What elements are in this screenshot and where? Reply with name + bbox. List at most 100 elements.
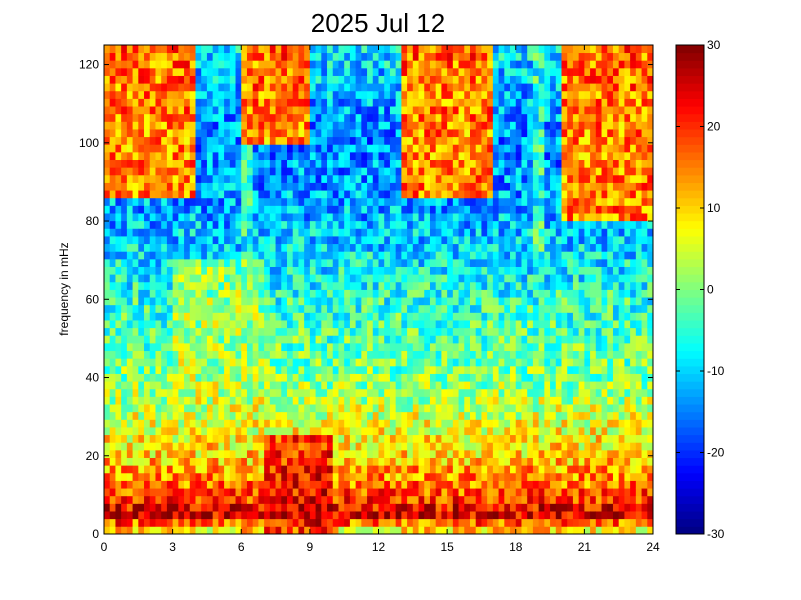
heatmap-cell <box>487 98 494 107</box>
heatmap-cell <box>264 427 271 436</box>
heatmap-cell <box>144 289 151 298</box>
heatmap-cell <box>172 136 179 145</box>
heatmap-cell <box>189 52 196 61</box>
heatmap-cell <box>384 312 391 321</box>
heatmap-cell <box>384 388 391 397</box>
heatmap-cell <box>389 373 397 382</box>
heatmap-cell <box>372 457 379 466</box>
heatmap-cell <box>206 312 214 321</box>
heatmap-cell <box>470 213 477 222</box>
heatmap-cell <box>429 144 437 153</box>
heatmap-cell <box>372 220 379 229</box>
heatmap-cell <box>246 144 254 153</box>
heatmap-cell <box>510 236 517 245</box>
heatmap-cell <box>144 144 151 153</box>
heatmap-cell <box>218 427 225 436</box>
heatmap-cell <box>161 113 168 122</box>
heatmap-cell <box>298 174 305 183</box>
heatmap-cell <box>184 503 191 512</box>
heatmap-cell <box>126 396 133 405</box>
heatmap-cell <box>144 480 151 489</box>
heatmap-cell <box>527 205 534 214</box>
heatmap-cell <box>155 480 162 489</box>
heatmap-cell <box>115 465 122 474</box>
heatmap-cell <box>206 60 214 69</box>
heatmap-cell <box>481 236 488 245</box>
heatmap-cell <box>201 197 208 206</box>
heatmap-cell <box>504 373 511 382</box>
heatmap-cell <box>121 213 128 222</box>
heatmap-cell <box>109 511 116 520</box>
heatmap-cell <box>515 472 522 481</box>
heatmap-cell <box>144 335 151 344</box>
heatmap-cell <box>441 388 448 397</box>
heatmap-cell <box>201 518 208 527</box>
heatmap-cell <box>521 396 528 405</box>
heatmap-cell <box>327 396 334 405</box>
heatmap-cell <box>275 251 282 260</box>
heatmap-cell <box>287 312 294 321</box>
heatmap-cell <box>132 457 139 466</box>
heatmap-cell <box>355 511 362 520</box>
heatmap-cell <box>349 457 357 466</box>
heatmap-cell <box>138 67 145 76</box>
heatmap-cell <box>269 442 276 451</box>
heatmap-cell <box>470 297 477 306</box>
heatmap-cell <box>452 243 459 252</box>
heatmap-cell <box>189 251 196 260</box>
heatmap-cell <box>452 472 459 481</box>
heatmap-cell <box>184 373 191 382</box>
heatmap-cell <box>349 90 357 99</box>
heatmap-cell <box>132 106 139 115</box>
heatmap-cell <box>269 190 276 199</box>
heatmap-cell <box>481 266 488 275</box>
heatmap-cell <box>321 67 328 76</box>
heatmap-cell <box>155 251 162 260</box>
heatmap-cell <box>287 113 294 122</box>
heatmap-cell <box>458 488 465 497</box>
heatmap-cell <box>372 312 379 321</box>
heatmap-cell <box>212 388 219 397</box>
heatmap-cell <box>538 304 545 313</box>
heatmap-cell <box>115 411 122 420</box>
heatmap-cell <box>309 251 316 260</box>
heatmap-cell <box>166 75 174 84</box>
heatmap-cell <box>309 121 316 130</box>
heatmap-cell <box>304 297 311 306</box>
heatmap-cell <box>178 358 185 367</box>
heatmap-cell <box>138 419 145 428</box>
heatmap-cell <box>178 213 185 222</box>
heatmap-cell <box>527 388 534 397</box>
heatmap-cell <box>104 472 111 481</box>
heatmap-cell <box>201 335 208 344</box>
heatmap-cell <box>104 98 111 107</box>
heatmap-cell <box>138 373 145 382</box>
heatmap-cell <box>121 297 128 306</box>
heatmap-cell <box>498 213 505 222</box>
heatmap-cell <box>126 190 133 199</box>
heatmap-cell <box>355 190 362 199</box>
heatmap-cell <box>544 449 551 458</box>
heatmap-cell <box>189 503 196 512</box>
heatmap-cell <box>281 312 288 321</box>
heatmap-cell <box>429 266 437 275</box>
heatmap-cell <box>481 213 488 222</box>
heatmap-cell <box>349 297 357 306</box>
heatmap-cell <box>372 373 379 382</box>
heatmap-cell <box>246 373 254 382</box>
heatmap-cell <box>229 213 236 222</box>
heatmap-cell <box>532 67 540 76</box>
heatmap-cell <box>338 258 345 267</box>
heatmap-cell <box>355 488 362 497</box>
heatmap-cell <box>492 121 499 130</box>
heatmap-cell <box>487 503 494 512</box>
heatmap-cell <box>138 503 145 512</box>
heatmap-cell <box>327 373 334 382</box>
heatmap-cell <box>527 98 534 107</box>
heatmap-cell <box>269 151 276 161</box>
heatmap-cell <box>218 472 225 481</box>
heatmap-cell <box>458 396 465 405</box>
heatmap-cell <box>104 358 111 367</box>
heatmap-cell <box>344 83 351 92</box>
heatmap-cell <box>132 90 139 99</box>
